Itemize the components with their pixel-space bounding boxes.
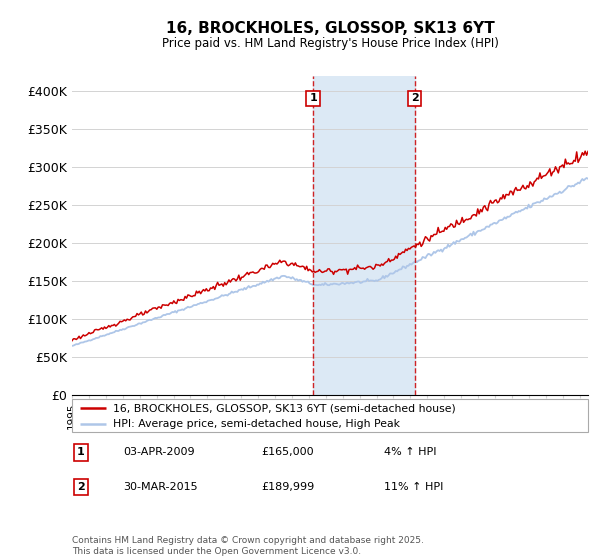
Text: 11% ↑ HPI: 11% ↑ HPI <box>384 482 443 492</box>
Text: HPI: Average price, semi-detached house, High Peak: HPI: Average price, semi-detached house,… <box>113 419 400 429</box>
Text: 2: 2 <box>411 94 418 104</box>
Text: 16, BROCKHOLES, GLOSSOP, SK13 6YT (semi-detached house): 16, BROCKHOLES, GLOSSOP, SK13 6YT (semi-… <box>113 403 456 413</box>
Text: 16, BROCKHOLES, GLOSSOP, SK13 6YT: 16, BROCKHOLES, GLOSSOP, SK13 6YT <box>166 21 494 36</box>
Text: 4% ↑ HPI: 4% ↑ HPI <box>384 447 437 458</box>
Text: 2: 2 <box>77 482 85 492</box>
Text: £165,000: £165,000 <box>261 447 314 458</box>
Text: 1: 1 <box>77 447 85 458</box>
Text: Contains HM Land Registry data © Crown copyright and database right 2025.
This d: Contains HM Land Registry data © Crown c… <box>72 536 424 556</box>
Text: 30-MAR-2015: 30-MAR-2015 <box>123 482 197 492</box>
Text: £189,999: £189,999 <box>261 482 314 492</box>
Text: 03-APR-2009: 03-APR-2009 <box>123 447 194 458</box>
Text: Price paid vs. HM Land Registry's House Price Index (HPI): Price paid vs. HM Land Registry's House … <box>161 37 499 50</box>
Bar <box>313 76 415 395</box>
FancyBboxPatch shape <box>72 399 588 432</box>
Text: 1: 1 <box>309 94 317 104</box>
